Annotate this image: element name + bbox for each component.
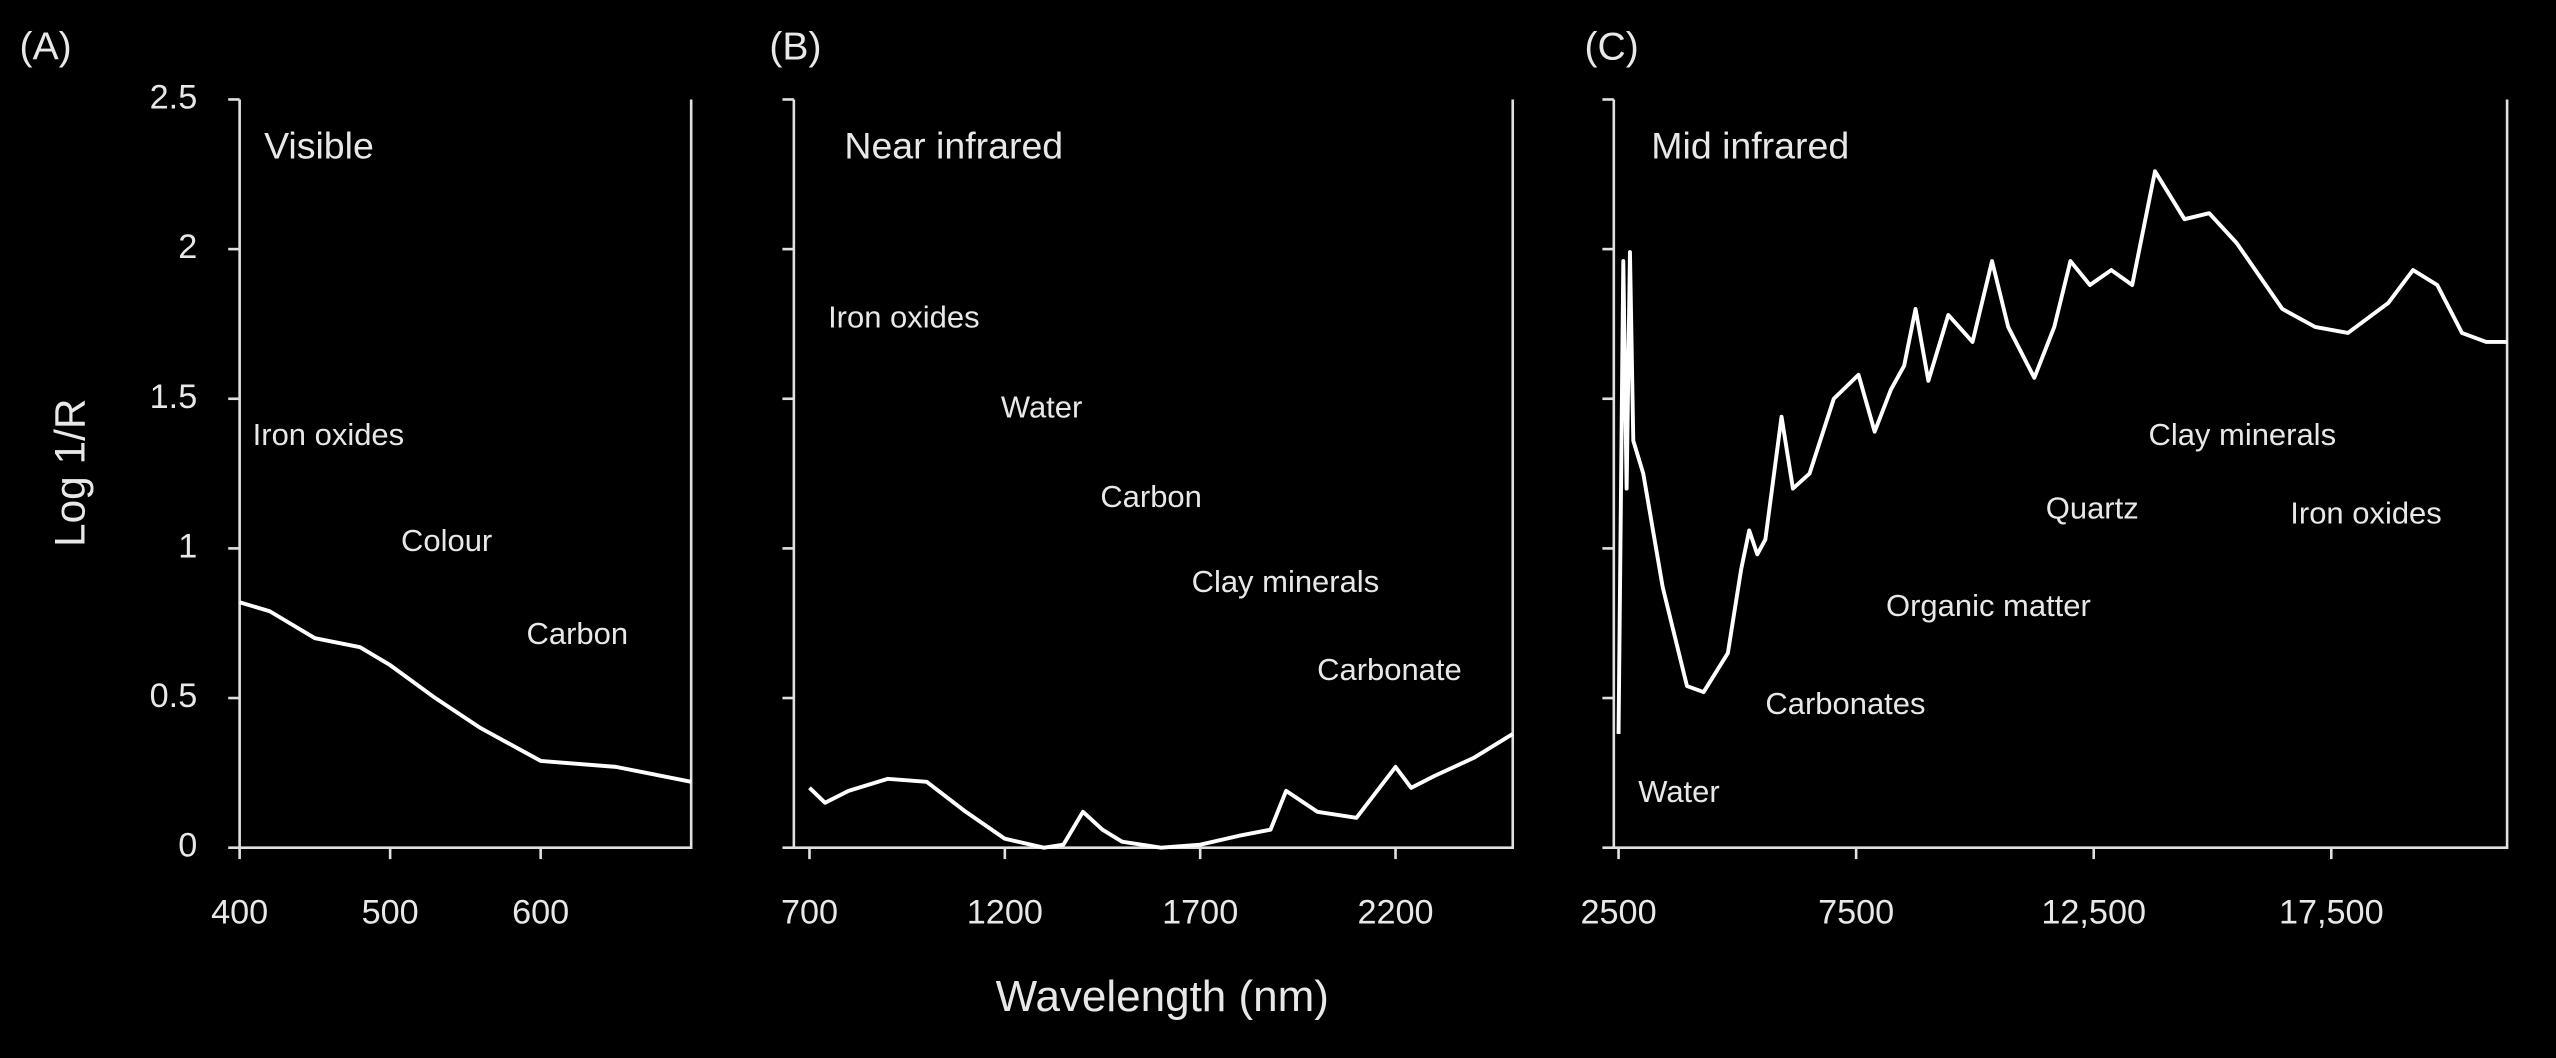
annotation: Water [1001, 389, 1082, 424]
annotation: Carbonate [1317, 652, 1462, 687]
axis-frame [792, 99, 1515, 849]
x-tick-label: 700 [781, 894, 838, 932]
axis-frame [1612, 99, 2509, 849]
annotation: Carbon [1100, 479, 1202, 514]
annotation: Clay minerals [2148, 417, 2336, 452]
x-tick-label: 400 [211, 894, 268, 932]
y-tick-label: 1 [178, 527, 197, 565]
x-tick-label: 7500 [1818, 894, 1894, 932]
panel-title: Visible [264, 124, 374, 166]
x-tick-label: 12,500 [2041, 894, 2146, 932]
x-tick-label: 17,500 [2279, 894, 2384, 932]
x-tick-label: 500 [362, 894, 419, 932]
x-tick-label: 1700 [1162, 894, 1238, 932]
panel-title: Mid infrared [1651, 124, 1849, 166]
axis-frame [238, 99, 693, 849]
annotation: Organic matter [1886, 588, 2091, 623]
annotation: Colour [401, 523, 492, 558]
annotation: Quartz [2046, 490, 2139, 525]
annotation: Iron oxides [2290, 495, 2442, 530]
x-tick-label: 1200 [967, 894, 1043, 932]
spectrum-line [808, 732, 1514, 850]
x-tick-label: 600 [512, 894, 569, 932]
annotation: Clay minerals [1192, 564, 1380, 599]
y-tick-label: 0 [178, 827, 197, 865]
annotation: Carbon [527, 616, 629, 651]
spectrum-line [1616, 169, 2508, 734]
annotation: Iron oxides [828, 300, 980, 335]
y-tick-label: 1.5 [150, 378, 198, 416]
y-axis-label: Log 1/R [47, 399, 94, 547]
annotation: Carbonates [1765, 686, 1925, 721]
spectrum-line [239, 600, 692, 784]
annotation: Water [1638, 774, 1719, 809]
panel-label: (C) [1584, 25, 1638, 68]
panel-label: (B) [769, 25, 821, 68]
y-tick-label: 0.5 [150, 677, 198, 715]
x-tick-label: 2200 [1357, 894, 1433, 932]
x-axis-label: Wavelength (nm) [996, 972, 1329, 1021]
y-tick-label: 2.5 [150, 79, 198, 117]
annotation: Iron oxides [253, 417, 404, 452]
panel-title: Near infrared [844, 124, 1063, 166]
y-tick-label: 2 [178, 228, 197, 266]
panel-label: (A) [20, 25, 72, 68]
x-tick-label: 2500 [1580, 894, 1656, 932]
